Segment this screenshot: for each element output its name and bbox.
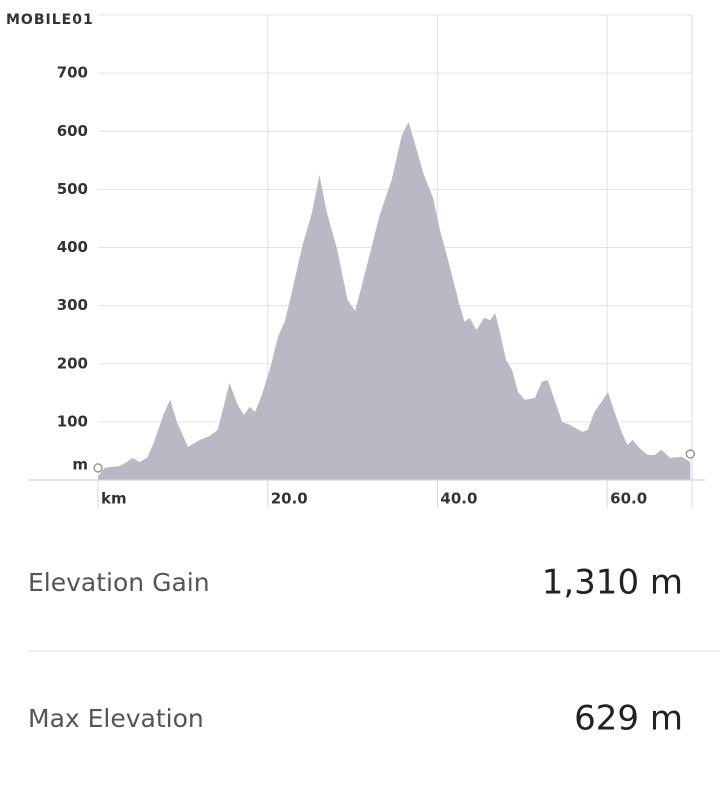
stat-value: 629 m xyxy=(574,699,683,739)
endpoint-marker xyxy=(685,449,696,459)
elevation-chart: m 100 200 300 400 500 600 700 km 20.0 40.0 60.0 xyxy=(28,14,705,508)
y-tick-label: 700 xyxy=(57,64,88,82)
y-tick-label: 100 xyxy=(57,412,88,430)
y-tick-label: 500 xyxy=(57,180,88,198)
x-tick-label: 40.0 xyxy=(440,490,477,508)
endpoint-marker xyxy=(93,463,103,473)
x-tick-label: 60.0 xyxy=(610,490,647,508)
stat-value: 1,310 m xyxy=(542,563,683,603)
y-tick-label: 400 xyxy=(57,238,88,256)
x-tick-label: 20.0 xyxy=(271,490,308,508)
y-tick-label: m xyxy=(72,456,88,474)
watermark: MOBILE01 xyxy=(6,12,94,28)
y-tick-label: 200 xyxy=(57,354,88,372)
stat-label: Max Elevation xyxy=(28,704,204,733)
elevation-area xyxy=(98,121,691,480)
stat-label: Elevation Gain xyxy=(28,568,210,597)
y-tick-label: 300 xyxy=(57,296,88,314)
y-tick-label: 600 xyxy=(57,122,88,140)
x-tick-label: km xyxy=(101,490,127,508)
